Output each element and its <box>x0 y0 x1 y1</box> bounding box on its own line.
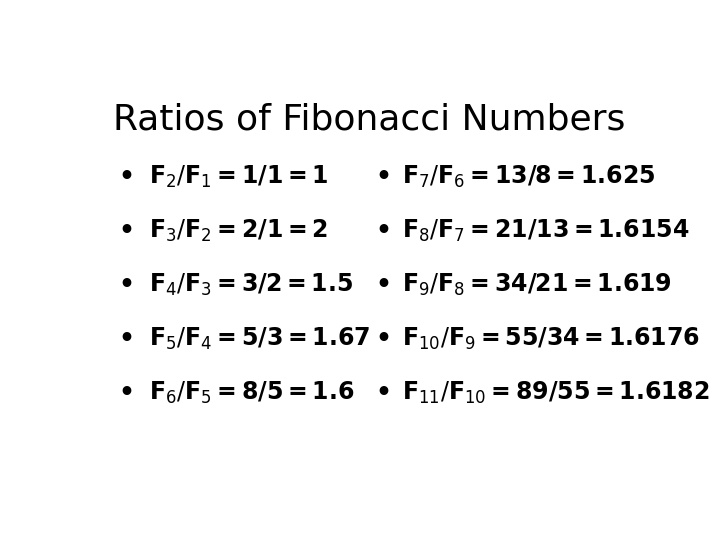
Text: $\mathbf{F}_{9}/\mathbf{F}_{8}\mathbf{=34/21=1.619}$: $\mathbf{F}_{9}/\mathbf{F}_{8}\mathbf{=3… <box>402 272 672 298</box>
Text: •: • <box>118 165 134 189</box>
Text: $\mathbf{F}_{5}/\mathbf{F}_{4}\mathbf{=5/3=1.67}$: $\mathbf{F}_{5}/\mathbf{F}_{4}\mathbf{=5… <box>148 326 370 352</box>
Text: •: • <box>375 273 391 297</box>
Text: •: • <box>375 381 391 406</box>
Text: $\mathbf{F}_{2}/\mathbf{F}_{1}\mathbf{=1/1=1}$: $\mathbf{F}_{2}/\mathbf{F}_{1}\mathbf{=1… <box>148 164 328 190</box>
Text: $\mathbf{F}_{7}/\mathbf{F}_{6}\mathbf{=13/8=1.625}$: $\mathbf{F}_{7}/\mathbf{F}_{6}\mathbf{=1… <box>402 164 656 190</box>
Text: $\mathbf{F}_{3}/\mathbf{F}_{2}\mathbf{=2/1=2}$: $\mathbf{F}_{3}/\mathbf{F}_{2}\mathbf{=2… <box>148 218 328 244</box>
Text: $\mathbf{F}_{6}/\mathbf{F}_{5}\mathbf{=8/5=1.6}$: $\mathbf{F}_{6}/\mathbf{F}_{5}\mathbf{=8… <box>148 380 354 407</box>
Text: $\mathbf{F}_{8}/\mathbf{F}_{7}\mathbf{=21/13=1.6154}$: $\mathbf{F}_{8}/\mathbf{F}_{7}\mathbf{=2… <box>402 218 690 244</box>
Text: •: • <box>118 327 134 351</box>
Text: $\mathbf{F}_{11}/\mathbf{F}_{10}\mathbf{=89/55=1.6182}$: $\mathbf{F}_{11}/\mathbf{F}_{10}\mathbf{… <box>402 380 710 407</box>
Text: •: • <box>375 219 391 243</box>
Text: •: • <box>118 273 134 297</box>
Text: •: • <box>375 327 391 351</box>
Text: $\mathbf{F}_{4}/\mathbf{F}_{3}\mathbf{=3/2=1.5}$: $\mathbf{F}_{4}/\mathbf{F}_{3}\mathbf{=3… <box>148 272 353 298</box>
Text: $\mathbf{F}_{10}/\mathbf{F}_{9}\mathbf{=55/34=1.6176}$: $\mathbf{F}_{10}/\mathbf{F}_{9}\mathbf{=… <box>402 326 701 352</box>
Text: •: • <box>118 219 134 243</box>
Text: Ratios of Fibonacci Numbers: Ratios of Fibonacci Numbers <box>113 102 625 136</box>
Text: •: • <box>118 381 134 406</box>
Text: •: • <box>375 165 391 189</box>
